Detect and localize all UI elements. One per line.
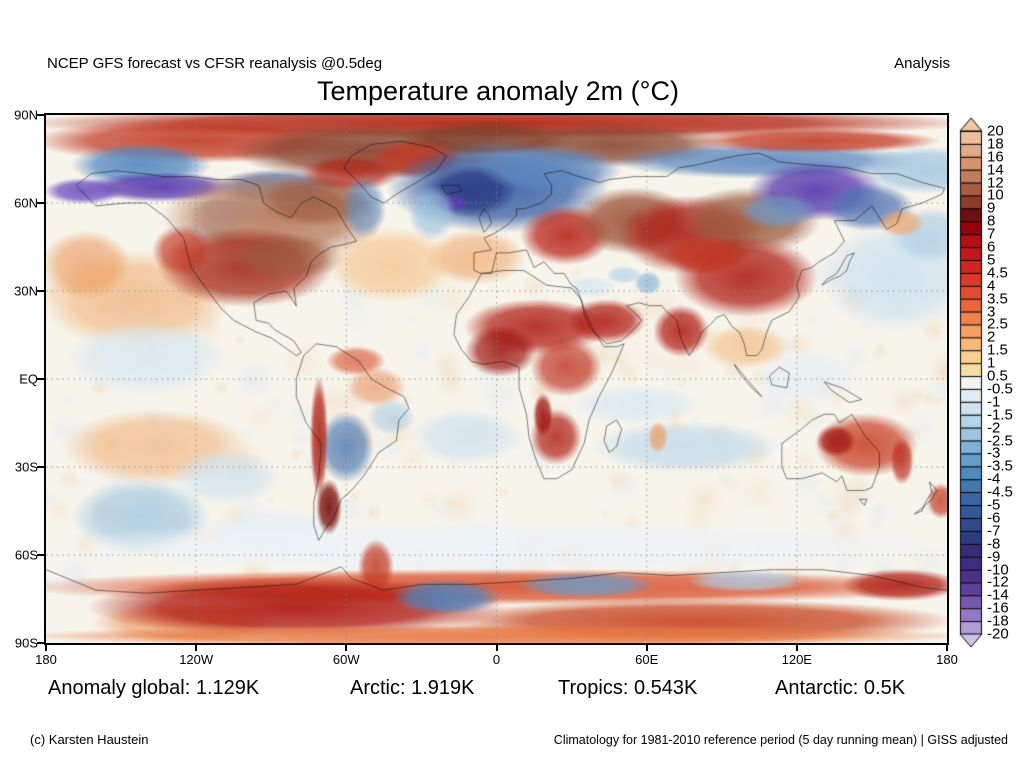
colorbar-label: 1	[987, 354, 996, 372]
lat-tick-mark	[37, 378, 44, 380]
lon-tick-mark	[946, 644, 948, 651]
colorbar-label: -5	[987, 496, 1001, 514]
colorbar-label: -18	[987, 612, 1009, 630]
lat-tick-mark	[37, 642, 44, 644]
lat-tick-label: 60N	[14, 195, 38, 211]
footer-climatology: Climatology for 1981-2010 reference peri…	[553, 733, 1008, 747]
lat-tick-label: 90S	[14, 635, 38, 651]
colorbar-label: 9	[987, 199, 996, 217]
colorbar-label: 10	[987, 186, 1004, 204]
colorbar-label: -2.5	[987, 432, 1013, 450]
colorbar-label: -7	[987, 522, 1001, 540]
stat-tropics-anomaly: Tropics: 0.543K	[558, 677, 698, 699]
footer-credit: (c) Karsten Haustein	[30, 732, 149, 747]
lat-tick-label: 30N	[14, 283, 38, 299]
map-frame	[44, 113, 949, 645]
lat-tick-mark	[37, 114, 44, 116]
lat-tick-mark	[37, 466, 44, 469]
colorbar-label: 12	[987, 174, 1004, 192]
lat-tick-label: EQ	[19, 371, 38, 387]
colorbar-label: 14	[987, 161, 1004, 179]
lon-tick-label: 120E	[781, 652, 812, 667]
colorbar-label: 7	[987, 225, 996, 243]
colorbar-label: -14	[987, 586, 1009, 604]
colorbar-label: 20	[987, 122, 1004, 140]
lat-tick-mark	[37, 289, 44, 292]
colorbar-label: 2.5	[987, 315, 1008, 333]
lon-tick-label: 180	[936, 652, 958, 667]
colorbar-label: 2	[987, 328, 996, 346]
colorbar-label: -2	[987, 419, 1001, 437]
colorbar-label: -16	[987, 599, 1009, 617]
lon-tick-label: 180	[35, 652, 57, 667]
analysis-mode: Analysis	[894, 55, 950, 72]
colorbar-label: -1	[987, 393, 1001, 411]
colorbar-label: -0.5	[987, 380, 1013, 398]
colorbar-label: 16	[987, 148, 1004, 166]
colorbar-label: -9	[987, 548, 1001, 566]
colorbar-label: 3	[987, 303, 996, 321]
colorbar-label: -4	[987, 470, 1001, 488]
colorbar-label: -12	[987, 573, 1009, 591]
colorbar-label: 5	[987, 251, 996, 269]
colorbar-label: 4.5	[987, 264, 1008, 282]
stat-antarctic-anomaly: Antarctic: 0.5K	[775, 677, 906, 699]
anomaly-map-canvas	[46, 115, 947, 643]
colorbar-label: -3	[987, 444, 1001, 462]
colorbar-label: -1.5	[987, 406, 1013, 424]
lon-tick-label: 60W	[332, 652, 360, 667]
lat-tick-label: 60S	[14, 547, 38, 563]
colorbar-label: 8	[987, 212, 996, 230]
colorbar-label: 0.5	[987, 367, 1008, 385]
lat-tick-label: 90N	[14, 107, 38, 123]
colorbar	[959, 114, 983, 651]
stat-global-anomaly: Anomaly global: 1.129K	[48, 677, 260, 699]
colorbar-label: 3.5	[987, 290, 1008, 308]
lat-tick-label: 30S	[14, 459, 38, 475]
colorbar-label: 1.5	[987, 341, 1008, 359]
colorbar-label: -10	[987, 561, 1009, 578]
colorbar-label: -3.5	[987, 457, 1013, 475]
lon-tick-mark	[45, 644, 47, 651]
colorbar-label: -20	[987, 625, 1009, 643]
lon-tick-label: 0	[492, 652, 501, 667]
lat-tick-mark	[37, 202, 44, 205]
colorbar-label: 6	[987, 238, 996, 256]
colorbar-label: 18	[987, 135, 1004, 153]
lon-tick-mark	[495, 644, 498, 651]
lon-tick-mark	[645, 644, 648, 651]
stat-arctic-anomaly: Arctic: 1.919K	[350, 677, 475, 699]
lon-tick-label: 120W	[179, 652, 214, 667]
colorbar-label: 4	[987, 277, 996, 295]
colorbar-label: -6	[987, 509, 1001, 527]
lon-tick-label: 60E	[635, 652, 659, 667]
lat-tick-mark	[37, 553, 44, 556]
lon-tick-mark	[795, 644, 798, 651]
model-title: NCEP GFS forecast vs CFSR reanalysis @0.…	[47, 55, 383, 72]
colorbar-label: -8	[987, 535, 1001, 553]
lon-tick-mark	[195, 644, 198, 651]
colorbar-label: -4.5	[987, 483, 1013, 501]
lon-tick-mark	[345, 644, 348, 651]
page-title: Temperature anomaly 2m (°C)	[317, 76, 679, 106]
